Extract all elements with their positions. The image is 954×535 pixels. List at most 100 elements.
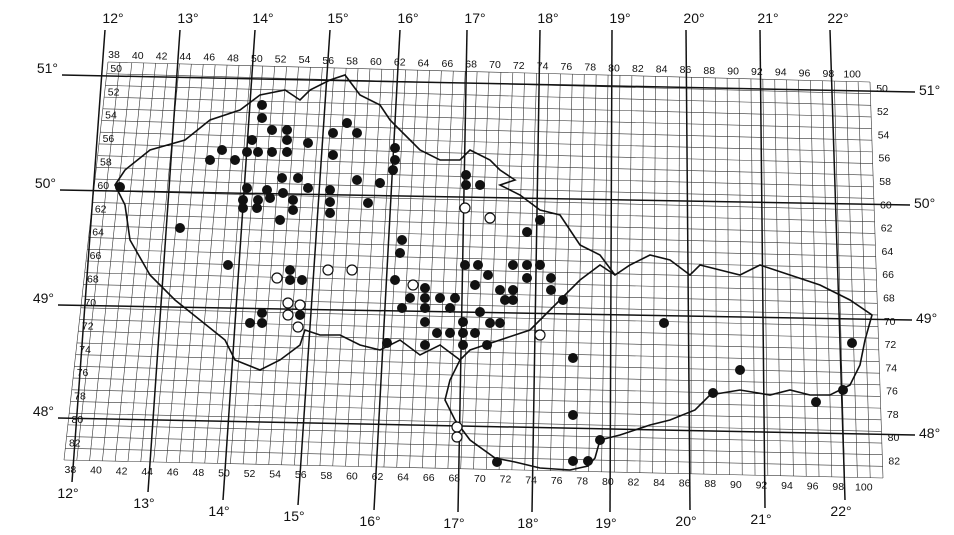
record-filled bbox=[238, 203, 248, 213]
record-filled bbox=[458, 328, 468, 338]
record-filled bbox=[435, 293, 445, 303]
record-filled bbox=[325, 208, 335, 218]
latitude-label: 51° bbox=[919, 82, 940, 98]
parallel bbox=[58, 418, 915, 435]
column-number: 96 bbox=[807, 480, 819, 492]
record-filled bbox=[275, 215, 285, 225]
longitude-label: 18° bbox=[537, 10, 558, 26]
record-filled bbox=[659, 318, 669, 328]
meridian bbox=[686, 30, 690, 510]
record-filled bbox=[257, 308, 267, 318]
column-number: 74 bbox=[537, 60, 549, 72]
column-number: 46 bbox=[167, 466, 179, 478]
row-number: 70 bbox=[84, 297, 96, 309]
record-filled bbox=[257, 100, 267, 110]
record-filled bbox=[405, 293, 415, 303]
latitude-label: 50° bbox=[35, 175, 56, 191]
column-number: 88 bbox=[704, 478, 716, 490]
row-number: 54 bbox=[878, 129, 890, 141]
record-filled bbox=[492, 457, 502, 467]
record-filled bbox=[278, 188, 288, 198]
longitude-label: 16° bbox=[359, 513, 380, 529]
row-number: 78 bbox=[887, 409, 899, 421]
column-number: 76 bbox=[551, 475, 563, 487]
record-filled bbox=[282, 125, 292, 135]
record-open bbox=[323, 265, 333, 275]
row-number: 80 bbox=[72, 414, 84, 426]
record-filled bbox=[325, 185, 335, 195]
longitude-label: 20° bbox=[683, 10, 704, 26]
record-filled bbox=[363, 198, 373, 208]
record-filled bbox=[420, 283, 430, 293]
column-number: 74 bbox=[525, 474, 537, 486]
record-filled bbox=[522, 227, 532, 237]
column-number: 66 bbox=[441, 58, 453, 70]
record-filled bbox=[293, 173, 303, 183]
record-open bbox=[272, 273, 282, 283]
column-number: 58 bbox=[346, 55, 358, 67]
longitude-label: 21° bbox=[750, 511, 771, 527]
column-number: 50 bbox=[218, 468, 230, 480]
longitude-label: 13° bbox=[177, 10, 198, 26]
longitude-label: 12° bbox=[57, 485, 78, 501]
column-number: 54 bbox=[299, 54, 311, 66]
column-number: 64 bbox=[418, 57, 430, 69]
latitude-label: 50° bbox=[914, 195, 935, 211]
column-number: 82 bbox=[628, 477, 640, 489]
record-filled bbox=[522, 260, 532, 270]
row-number: 74 bbox=[79, 344, 91, 356]
record-open bbox=[452, 432, 462, 442]
record-filled bbox=[475, 307, 485, 317]
record-filled bbox=[253, 147, 263, 157]
record-open bbox=[485, 213, 495, 223]
record-filled bbox=[282, 135, 292, 145]
longitude-label: 21° bbox=[757, 10, 778, 26]
column-number: 62 bbox=[372, 471, 384, 483]
record-open bbox=[460, 203, 470, 213]
row-number: 50 bbox=[876, 83, 888, 95]
longitude-label: 19° bbox=[595, 515, 616, 530]
column-number: 60 bbox=[370, 56, 382, 68]
record-filled bbox=[115, 182, 125, 192]
record-filled bbox=[245, 318, 255, 328]
record-filled bbox=[535, 260, 545, 270]
record-filled bbox=[328, 128, 338, 138]
row-number: 70 bbox=[884, 316, 896, 328]
record-filled bbox=[397, 235, 407, 245]
column-number: 58 bbox=[320, 470, 332, 482]
column-number: 40 bbox=[90, 465, 102, 477]
record-filled bbox=[458, 340, 468, 350]
record-open bbox=[283, 298, 293, 308]
row-number: 64 bbox=[92, 227, 104, 239]
column-number: 60 bbox=[346, 470, 358, 482]
record-filled bbox=[838, 385, 848, 395]
row-number: 82 bbox=[888, 456, 900, 468]
column-number: 64 bbox=[397, 471, 409, 483]
column-number: 84 bbox=[656, 64, 668, 76]
record-filled bbox=[483, 270, 493, 280]
column-number: 46 bbox=[203, 52, 215, 64]
record-filled bbox=[568, 456, 578, 466]
column-number: 78 bbox=[584, 62, 596, 74]
longitude-label: 14° bbox=[208, 503, 229, 519]
longitude-label: 19° bbox=[609, 10, 630, 26]
record-filled bbox=[390, 143, 400, 153]
record-filled bbox=[342, 118, 352, 128]
record-filled bbox=[247, 135, 257, 145]
record-open bbox=[293, 322, 303, 332]
row-number: 60 bbox=[880, 199, 892, 211]
record-filled bbox=[390, 155, 400, 165]
longitude-label: 18° bbox=[517, 515, 538, 530]
column-number: 88 bbox=[703, 65, 715, 77]
record-filled bbox=[485, 318, 495, 328]
record-filled bbox=[265, 193, 275, 203]
latitude-label: 49° bbox=[916, 310, 937, 326]
column-number: 100 bbox=[855, 482, 873, 494]
record-filled bbox=[242, 147, 252, 157]
record-filled bbox=[252, 203, 262, 213]
row-number: 62 bbox=[881, 223, 893, 235]
longitude-label: 22° bbox=[830, 503, 851, 519]
record-filled bbox=[595, 435, 605, 445]
record-filled bbox=[352, 128, 362, 138]
